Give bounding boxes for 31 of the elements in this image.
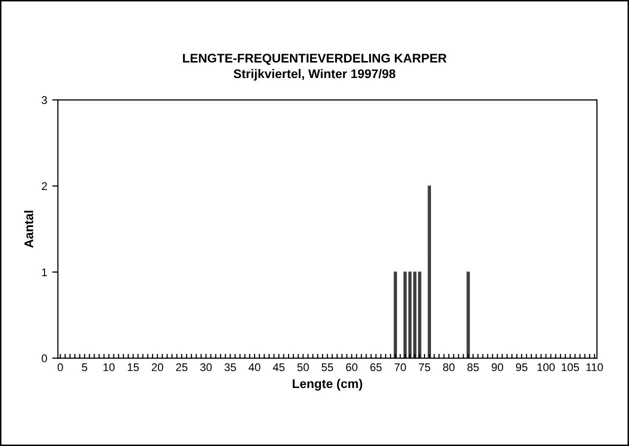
- x-tick-label: 35: [224, 363, 236, 372]
- x-tick-label: 40: [248, 363, 260, 372]
- x-tick-label: 110: [586, 363, 603, 372]
- x-tick-label: 90: [492, 363, 504, 372]
- x-tick-label: 5: [82, 363, 88, 372]
- y-axis-title: Aantal: [24, 210, 34, 248]
- x-tick-label: 85: [467, 363, 479, 372]
- x-tick-label: 80: [443, 363, 455, 372]
- x-tick-label: 10: [104, 363, 115, 372]
- x-tick-label: 105: [562, 363, 580, 372]
- chart-title: LENGTE-FREQUENTIEVERDELING KARPER: [183, 54, 447, 65]
- x-tick-label: 70: [394, 363, 406, 372]
- y-tick-label: 3: [42, 96, 47, 104]
- chart-subtitle: Strijkviertel, Winter 1997/98: [234, 68, 396, 81]
- x-tick-label: 30: [200, 363, 212, 372]
- x-tick-label: 60: [346, 363, 358, 372]
- x-tick-label: 25: [176, 363, 188, 372]
- x-tick-label: 55: [322, 363, 334, 372]
- x-tick-label: 50: [297, 363, 309, 372]
- x-tick-label: 20: [152, 363, 164, 372]
- x-tick-label: 75: [418, 363, 430, 372]
- x-tick-label: 100: [538, 363, 555, 372]
- y-tick-label: 0: [42, 354, 48, 362]
- x-tick-label: 65: [370, 363, 382, 372]
- x-tick-label: 95: [516, 363, 528, 372]
- x-tick-label: 0: [58, 363, 63, 372]
- x-axis-title: Lengte (cm): [292, 378, 362, 391]
- x-tick-label: 45: [272, 363, 285, 372]
- y-tick-label: 2: [42, 182, 47, 190]
- y-tick-label: 1: [42, 268, 47, 276]
- x-tick-label: 15: [128, 363, 139, 372]
